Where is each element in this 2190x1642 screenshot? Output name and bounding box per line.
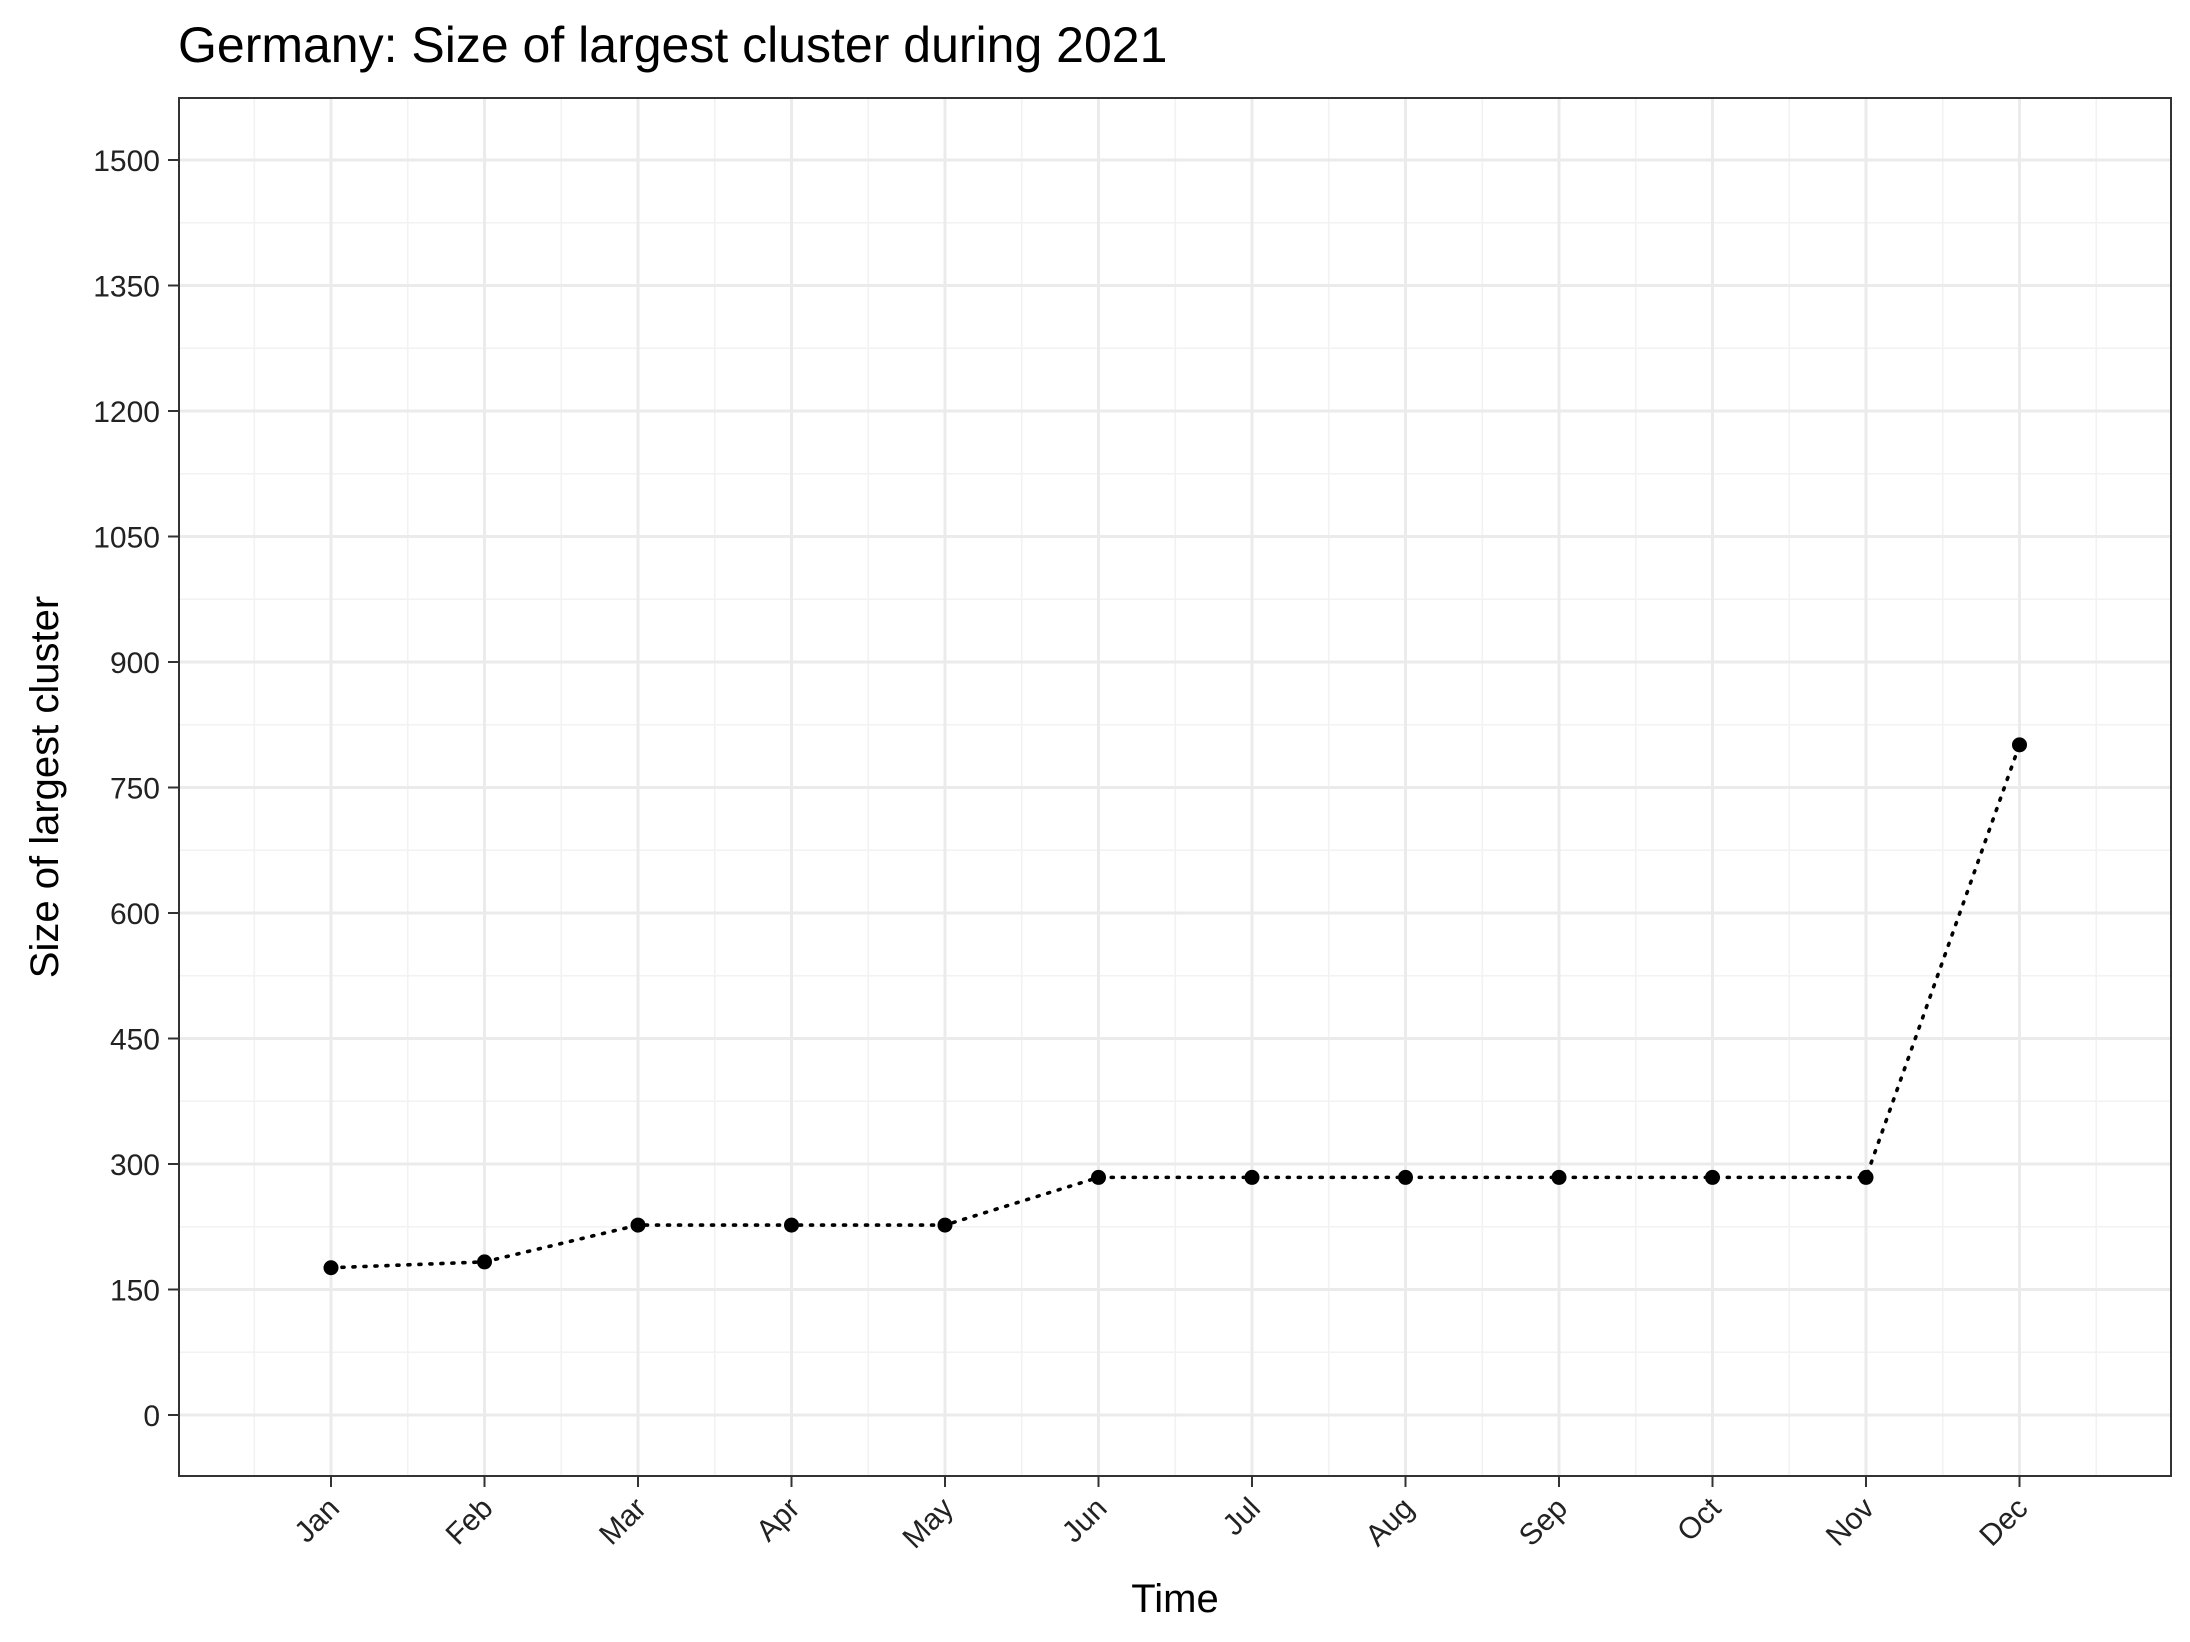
data-point-oct (1705, 1170, 1720, 1185)
x-axis-title: Time (1131, 1577, 1218, 1621)
data-point-jan (324, 1260, 339, 1275)
data-point-nov (1859, 1170, 1874, 1185)
data-point-may (938, 1218, 953, 1233)
y-tick-label: 450 (110, 1024, 160, 1057)
chart-title: Germany: Size of largest cluster during … (178, 17, 1167, 73)
y-tick-label: 1350 (93, 271, 160, 304)
data-point-feb (477, 1254, 492, 1269)
data-point-mar (631, 1218, 646, 1233)
data-point-jun (1091, 1170, 1106, 1185)
y-tick-label: 1500 (93, 145, 160, 178)
y-axis-title: Size of largest cluster (23, 596, 67, 978)
y-tick-label: 150 (110, 1275, 160, 1308)
data-point-apr (784, 1218, 799, 1233)
y-tick-label: 750 (110, 773, 160, 806)
y-tick-label: 1050 (93, 522, 160, 555)
data-point-jul (1245, 1170, 1260, 1185)
y-tick-label: 0 (143, 1400, 160, 1433)
y-tick-label: 900 (110, 647, 160, 680)
y-tick-label: 300 (110, 1149, 160, 1182)
y-tick-label: 600 (110, 898, 160, 931)
data-point-dec (2012, 737, 2027, 752)
data-point-sep (1552, 1170, 1567, 1185)
y-tick-label: 1200 (93, 396, 160, 429)
data-point-aug (1398, 1170, 1413, 1185)
